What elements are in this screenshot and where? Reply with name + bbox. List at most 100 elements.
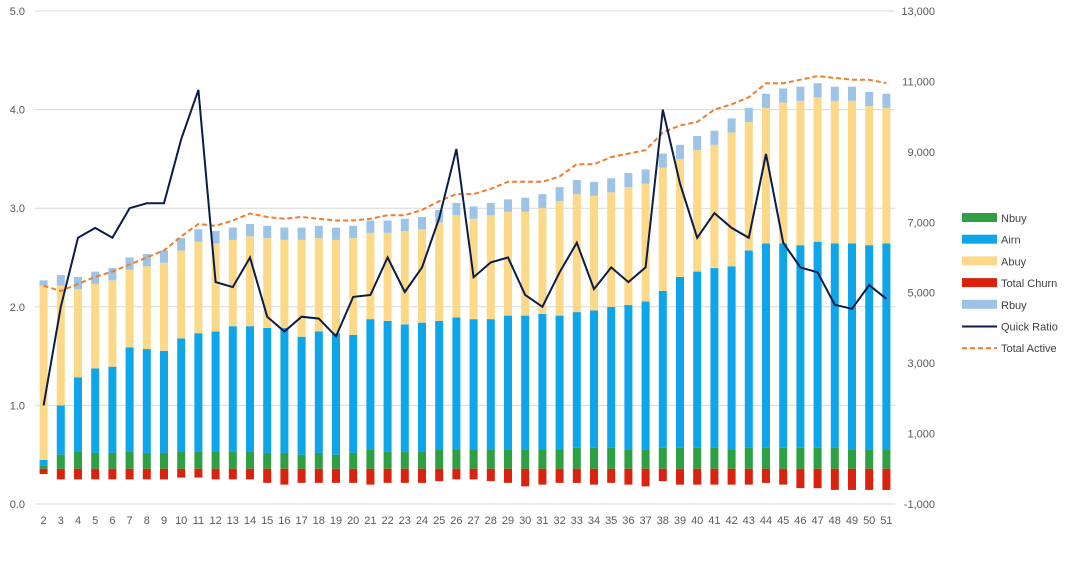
bar-airn (383, 320, 392, 452)
bar-total-churn (160, 468, 168, 480)
bar-airn (521, 315, 530, 450)
bar-rbuy (366, 220, 375, 233)
bar-rbuy (521, 197, 530, 212)
bar-abuy (74, 289, 82, 378)
bar-airn (263, 327, 272, 453)
bar-rbuy (469, 206, 478, 219)
left-tick-label: 3.0 (10, 203, 25, 215)
bar-total-churn (590, 468, 598, 485)
bar-total-churn (762, 468, 770, 483)
bar-total-churn (211, 468, 220, 480)
x-tick-label: 35 (605, 515, 617, 527)
bar-nbuy (211, 451, 220, 469)
bar-nbuy (280, 452, 289, 469)
bar-airn (297, 336, 306, 455)
bar-airn (848, 243, 856, 450)
total-active-line (43, 75, 887, 293)
x-tick-label: 26 (450, 515, 462, 527)
x-tick-label: 38 (657, 515, 669, 527)
bar-rbuy (744, 107, 753, 122)
bar-rbuy (830, 86, 839, 101)
bar-rbuy (848, 86, 856, 101)
bar-abuy (744, 121, 753, 251)
lines (42, 75, 888, 406)
bars (39, 83, 891, 490)
bar-abuy (813, 97, 822, 242)
bar-abuy (538, 208, 547, 314)
bar-rbuy (504, 199, 512, 212)
bar-airn (246, 326, 254, 452)
bar-total-churn (177, 468, 186, 478)
left-tick-label: 2.0 (10, 302, 25, 314)
bar-abuy (349, 238, 358, 335)
bar-total-churn (469, 468, 478, 480)
bar-abuy (91, 283, 100, 369)
left-tick-label: 0.0 (10, 499, 25, 511)
bar-nbuy (400, 451, 409, 469)
bar-abuy (504, 211, 512, 316)
bar-total-churn (246, 468, 254, 480)
bar-total-churn (228, 468, 237, 480)
bar-airn (813, 241, 822, 448)
bar-abuy (555, 201, 564, 316)
bar-airn (538, 313, 547, 450)
bar-abuy (177, 250, 186, 339)
bar-total-churn (349, 468, 358, 483)
x-tick-label: 36 (622, 515, 634, 527)
bar-total-churn (572, 468, 581, 483)
bar-total-churn (796, 468, 805, 489)
bar-total-churn (848, 468, 856, 490)
bar-rbuy (160, 250, 168, 263)
bar-abuy (796, 100, 805, 246)
bar-airn (280, 327, 289, 453)
bar-nbuy (383, 451, 392, 469)
bar-total-churn (693, 468, 702, 485)
bar-abuy (607, 192, 616, 307)
bar-total-churn (280, 468, 289, 485)
x-tick-label: 21 (364, 515, 376, 527)
bar-total-churn (56, 468, 65, 480)
bar-airn (504, 315, 512, 450)
bar-abuy (366, 232, 375, 320)
bar-nbuy (590, 447, 598, 469)
bar-airn (710, 268, 719, 448)
bar-abuy (39, 285, 48, 460)
legend-swatch-abuy (962, 256, 997, 266)
left-tick-label: 4.0 (10, 105, 25, 117)
bar-airn (91, 368, 100, 453)
bar-nbuy (177, 451, 186, 469)
bar-airn (418, 322, 426, 452)
bar-rbuy (779, 88, 788, 103)
x-tick-label: 23 (399, 515, 411, 527)
left-tick-label: 1.0 (10, 400, 25, 412)
right-tick-label: 9,000 (907, 147, 935, 159)
bar-abuy (383, 232, 392, 321)
bar-abuy (246, 236, 254, 327)
bar-nbuy (297, 454, 306, 469)
x-tick-label: 30 (519, 515, 531, 527)
bar-abuy (125, 269, 134, 348)
bar-nbuy (56, 454, 65, 469)
x-tick-label: 48 (829, 515, 841, 527)
bar-nbuy (349, 452, 358, 469)
bar-airn (658, 290, 667, 448)
bar-total-churn (607, 468, 616, 483)
legend-label-total-active: Total Active (1001, 343, 1057, 355)
bar-abuy (56, 285, 65, 406)
x-tick-label: 3 (58, 515, 64, 527)
right-tick-label: 5,000 (907, 288, 935, 300)
bar-nbuy (194, 451, 203, 469)
bar-total-churn (521, 468, 530, 487)
bar-rbuy (813, 83, 822, 98)
bar-total-churn (830, 468, 839, 490)
bar-abuy (641, 183, 650, 302)
bar-airn (779, 243, 788, 448)
bar-total-churn (74, 468, 82, 480)
bar-rbuy (607, 178, 616, 193)
bar-airn (607, 306, 616, 448)
x-tick-label: 41 (708, 515, 720, 527)
bar-rbuy (228, 227, 237, 240)
bar-abuy (727, 132, 736, 267)
bar-total-churn (452, 468, 461, 480)
bar-rbuy (280, 227, 289, 240)
